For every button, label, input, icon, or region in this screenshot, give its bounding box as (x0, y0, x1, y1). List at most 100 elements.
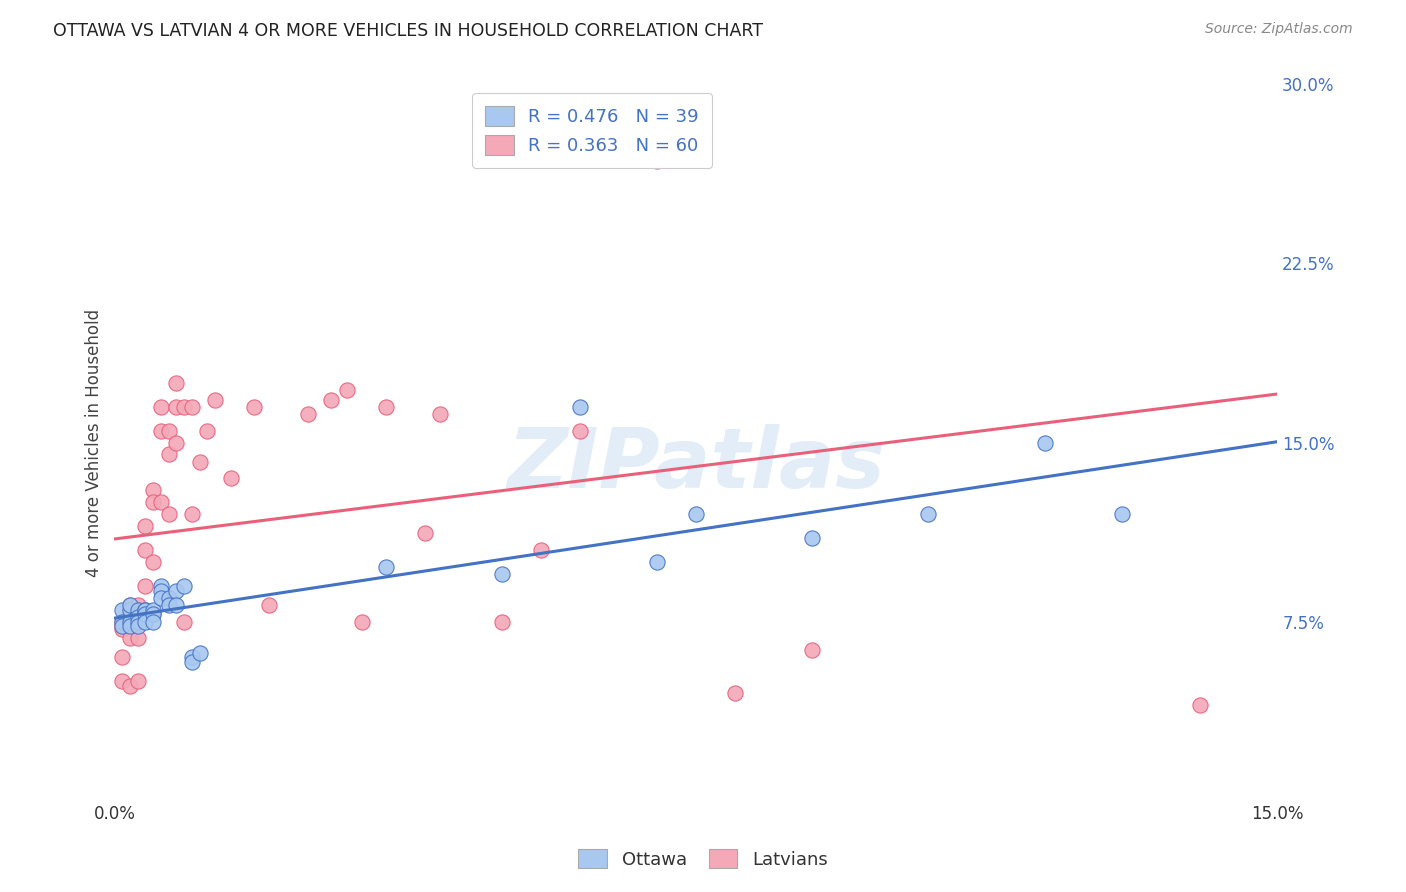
Point (134, 602, 156, 616)
Point (149, 583, 172, 598)
Point (181, 650, 204, 665)
Point (181, 400, 204, 414)
Point (127, 609, 149, 624)
Point (181, 507, 204, 521)
Point (645, 555, 668, 569)
Point (429, 407, 451, 421)
Point (607, 149, 630, 163)
Point (127, 619, 149, 633)
Point (374, 559, 396, 574)
Point (530, 543, 553, 558)
Point (111, 619, 134, 633)
Point (111, 615, 134, 629)
Point (127, 598, 149, 612)
Point (197, 424, 219, 438)
Point (118, 598, 141, 612)
Point (149, 424, 172, 438)
Point (685, 145, 707, 159)
Point (336, 383, 359, 397)
Point (165, 583, 187, 598)
Point (134, 519, 156, 533)
Point (723, 686, 745, 700)
Point (491, 566, 513, 581)
Point (165, 376, 187, 390)
Point (165, 400, 187, 414)
Point (127, 607, 149, 622)
Point (491, 615, 513, 629)
Point (127, 607, 149, 622)
Point (118, 679, 141, 693)
Point (118, 607, 141, 622)
Point (118, 632, 141, 646)
Legend: R = 0.476   N = 39, R = 0.363   N = 60: R = 0.476 N = 39, R = 0.363 N = 60 (472, 94, 711, 168)
Point (134, 607, 156, 622)
Point (321, 392, 343, 407)
Point (127, 632, 149, 646)
Point (157, 447, 180, 461)
Point (1188, 698, 1211, 713)
Point (111, 622, 134, 636)
Point (645, 153, 668, 168)
Point (374, 400, 396, 414)
Point (111, 650, 134, 665)
Text: Source: ZipAtlas.com: Source: ZipAtlas.com (1205, 22, 1353, 37)
Point (134, 579, 156, 593)
Point (149, 400, 172, 414)
Point (352, 615, 374, 629)
Point (127, 674, 149, 689)
Point (1111, 507, 1133, 521)
Point (801, 643, 824, 657)
Point (297, 407, 319, 421)
Point (165, 598, 187, 612)
Point (219, 471, 242, 485)
Point (142, 483, 165, 498)
Point (259, 598, 281, 612)
Point (801, 531, 824, 545)
Point (568, 400, 591, 414)
Point (149, 579, 172, 593)
Point (127, 615, 149, 629)
Point (134, 615, 156, 629)
Point (142, 607, 165, 622)
Point (173, 579, 195, 593)
Point (127, 602, 149, 616)
Text: ZIPatlas: ZIPatlas (508, 424, 884, 505)
Point (142, 555, 165, 569)
Point (685, 507, 707, 521)
Point (142, 495, 165, 509)
Point (111, 615, 134, 629)
Point (111, 602, 134, 616)
Point (118, 598, 141, 612)
Point (917, 507, 939, 521)
Point (149, 591, 172, 605)
Point (188, 455, 211, 469)
Point (173, 615, 195, 629)
Point (142, 615, 165, 629)
Point (134, 602, 156, 616)
Point (165, 435, 187, 450)
Point (127, 615, 149, 629)
Point (118, 602, 141, 616)
Y-axis label: 4 or more Vehicles in Household: 4 or more Vehicles in Household (86, 309, 103, 576)
Point (118, 619, 141, 633)
Point (157, 424, 180, 438)
Point (243, 400, 266, 414)
Point (134, 543, 156, 558)
Legend: Ottawa, Latvians: Ottawa, Latvians (571, 841, 835, 876)
Point (157, 591, 180, 605)
Point (1033, 435, 1056, 450)
Point (181, 655, 204, 669)
Point (188, 646, 211, 660)
Point (127, 602, 149, 616)
Point (204, 392, 226, 407)
Point (134, 602, 156, 616)
Point (118, 602, 141, 616)
Point (142, 602, 165, 616)
Point (149, 495, 172, 509)
Point (118, 615, 141, 629)
Point (413, 526, 436, 541)
Point (568, 424, 591, 438)
Point (111, 619, 134, 633)
Point (157, 507, 180, 521)
Point (118, 615, 141, 629)
